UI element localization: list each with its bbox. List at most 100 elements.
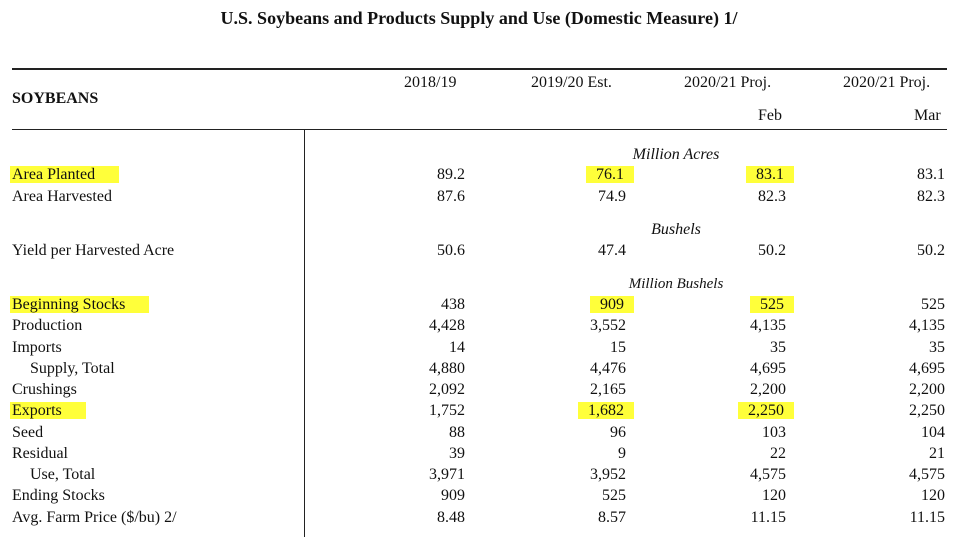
section-heading: SOYBEANS [12,90,99,107]
row-label-text: Production [12,317,83,334]
cell-value: 2,200 [909,381,945,399]
cell-value: 909 [590,296,634,314]
col-header-2018-19: 2018/19 [404,74,457,91]
row-label-text: Seed [12,424,44,441]
cell-value: 525 [750,296,794,314]
col-header-2020-21-mar: 2020/21 Proj. [843,74,931,91]
row-label-text: Ending Stocks [12,487,105,504]
label-column-divider [304,129,305,537]
cell-value: 22 [770,445,786,463]
cell-value-text: 87.6 [437,188,465,205]
row-label-text: Yield per Harvested Acre [12,242,175,259]
cell-value: 35 [929,339,945,357]
cell-value: 47.4 [598,242,626,260]
cell-value: 104 [921,424,945,442]
cell-value: 1,682 [578,402,634,420]
cell-value-text: 35 [929,339,945,356]
cell-value: 50.6 [437,242,465,260]
cell-value: 2,165 [590,381,626,399]
cell-value-text: 22 [770,445,786,462]
cell-value: 21 [929,445,945,463]
cell-value-text: 9 [618,445,626,462]
cell-value-text: 1,752 [429,402,465,419]
cell-value: 9 [618,445,626,463]
cell-value: 39 [449,445,465,463]
cell-value-text: 82.3 [917,188,945,205]
row-label: Seed [12,424,43,442]
cell-value: 1,752 [429,402,465,420]
cell-value: 4,428 [429,317,465,335]
cell-value-text: 2,165 [590,381,626,398]
cell-value-text: 2,200 [909,381,945,398]
col-header-2019-20: 2019/20 Est. [531,74,612,91]
cell-value: 96 [610,424,626,442]
cell-value-text: 3,971 [429,466,465,483]
cell-value-text: 2,200 [750,381,786,398]
col-header-2020-21-feb: 2020/21 Proj. [684,74,772,91]
cell-value: 87.6 [437,188,465,206]
col-header-2020-21-feb-month: Feb [758,107,782,124]
cell-value: 83.1 [917,166,945,184]
cell-value-text: 4,476 [590,360,626,377]
row-label-text: Exports [10,402,86,419]
cell-value: 438 [441,296,465,314]
row-label: Area Planted [10,166,120,184]
cell-value: 50.2 [758,242,786,260]
cell-value: 11.15 [751,509,786,527]
cell-value-text: 11.15 [750,509,786,526]
cell-value: 4,476 [590,360,626,378]
cell-value-text: 2,092 [429,381,465,398]
cell-value: 4,695 [750,360,786,378]
row-label-text: Imports [12,339,62,356]
cell-value-text: 4,135 [909,317,945,334]
cell-value-text: 3,552 [590,317,626,334]
row-label: Crushings [12,381,77,399]
cell-value: 2,200 [750,381,786,399]
cell-value-text: 83.1 [917,166,945,183]
row-label: Avg. Farm Price ($/bu) 2/ [12,509,177,527]
cell-value: 82.3 [758,188,786,206]
cell-value: 14 [449,339,465,357]
row-label: Area Harvested [12,188,112,206]
cell-value: 4,575 [909,466,945,484]
cell-value: 8.48 [437,509,465,527]
col-header-2020-21-mar-month: Mar [914,107,941,124]
cell-value-text: 8.48 [437,509,465,526]
cell-value: 11.15 [910,509,945,527]
cell-value-text: 4,575 [750,466,786,483]
cell-value-text: 525 [602,487,626,504]
cell-value-text: 35 [770,339,786,356]
row-label: Imports [12,339,62,357]
row-label-text: Use, Total [30,466,96,483]
cell-value-text: 4,695 [750,360,786,377]
cell-value: 82.3 [917,188,945,206]
row-label-text: Supply, Total [30,360,115,377]
cell-value: 4,575 [750,466,786,484]
cell-value-text: 47.4 [598,242,626,259]
cell-value-text: 3,952 [590,466,626,483]
cell-value-text: 11.15 [909,509,945,526]
cell-value-text: 21 [929,445,945,462]
row-label: Beginning Stocks [10,296,150,314]
cell-value-text: 50.2 [917,242,945,259]
unit-million-acres: Million Acres [632,146,720,163]
cell-value: 83.1 [746,166,794,184]
row-label-text: Area Harvested [12,188,112,205]
row-label-text: Avg. Farm Price ($/bu) 2/ [12,509,177,526]
cell-value-text: 4,135 [750,317,786,334]
row-label: Production [12,317,82,335]
cell-value-text: 89.2 [437,166,465,183]
row-label: Exports [10,402,86,420]
cell-value: 4,135 [909,317,945,335]
cell-value-text: 438 [441,296,465,313]
cell-value-text: 103 [762,424,786,441]
cell-value: 4,695 [909,360,945,378]
page-title: U.S. Soybeans and Products Supply and Us… [220,8,738,28]
cell-value-text: 50.2 [758,242,786,259]
row-label: Ending Stocks [12,487,105,505]
cell-value-text: 120 [762,487,786,504]
header-rule [12,129,947,130]
cell-value-text: 15 [610,339,626,356]
cell-value: 525 [602,487,626,505]
cell-value: 2,250 [738,402,794,420]
